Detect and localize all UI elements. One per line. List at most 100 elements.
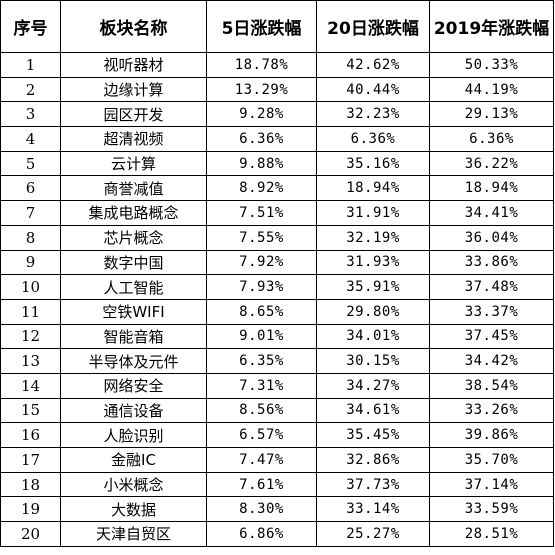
header-row: 序号 板块名称 5日涨跌幅 20日涨跌幅 2019年涨跌幅 xyxy=(0,0,554,53)
header-5day-change: 5日涨跌幅 xyxy=(206,0,317,53)
change-20day: 31.93% xyxy=(316,249,430,276)
change-5day: 7.92% xyxy=(206,249,317,276)
change-20day: 30.15% xyxy=(316,348,430,374)
change-5day: 7.55% xyxy=(206,224,317,251)
sector-name: 人脸识别 xyxy=(60,422,207,448)
row-index: 20 xyxy=(0,521,61,547)
table-body: 1 视听器材 18.78% 42.62% 50.33% 2 边缘计算 13.29% 40.44%… xyxy=(0,52,554,547)
table-row: 3 园区开发 9.28% 32.23% 29.13% xyxy=(0,101,554,128)
table-row: 20 天津自贸区 6.86% 25.27% 28.51% xyxy=(0,521,554,547)
change-20day: 33.14% xyxy=(316,496,430,523)
table-row: 2 边缘计算 13.29% 40.44% 44.19% xyxy=(0,76,554,103)
table-row: 18 小米概念 7.61% 37.73% 37.14% xyxy=(0,471,554,498)
change-20day: 6.36% xyxy=(316,126,430,152)
table-row: 13 半导体及元件 6.35% 30.15% 34.42% xyxy=(0,348,554,374)
change-5day: 9.01% xyxy=(206,323,317,350)
table-row: 1 视听器材 18.78% 42.62% 50.33% xyxy=(0,52,554,78)
change-20day: 35.91% xyxy=(316,274,430,300)
sector-name: 集成电路概念 xyxy=(60,200,207,226)
sector-name: 网络安全 xyxy=(60,372,207,399)
change-2019: 33.59% xyxy=(429,496,554,523)
table-row: 5 云计算 9.88% 35.16% 36.22% xyxy=(0,150,554,177)
sector-name: 金融IC xyxy=(60,447,207,473)
change-2019: 18.94% xyxy=(429,175,554,202)
change-20day: 31.91% xyxy=(316,200,430,226)
change-2019: 36.22% xyxy=(429,150,554,177)
sector-name: 空铁WIFI xyxy=(60,298,207,325)
row-index: 9 xyxy=(0,249,61,276)
header-2019-change: 2019年涨跌幅 xyxy=(429,0,554,53)
change-2019: 33.37% xyxy=(429,298,554,325)
row-index: 12 xyxy=(0,323,61,350)
row-index: 8 xyxy=(0,224,61,251)
change-2019: 38.54% xyxy=(429,372,554,399)
change-2019: 44.19% xyxy=(429,76,554,103)
change-20day: 35.45% xyxy=(316,422,430,448)
row-index: 16 xyxy=(0,422,61,448)
change-5day: 6.36% xyxy=(206,126,317,152)
table-row: 19 大数据 8.30% 33.14% 33.59% xyxy=(0,496,554,523)
change-20day: 42.62% xyxy=(316,52,430,78)
row-index: 11 xyxy=(0,298,61,325)
change-2019: 34.42% xyxy=(429,348,554,374)
row-index: 2 xyxy=(0,76,61,103)
table-row: 10 人工智能 7.93% 35.91% 37.48% xyxy=(0,274,554,300)
change-2019: 34.41% xyxy=(429,200,554,226)
change-20day: 25.27% xyxy=(316,521,430,547)
change-2019: 6.36% xyxy=(429,126,554,152)
table-row: 14 网络安全 7.31% 34.27% 38.54% xyxy=(0,372,554,399)
change-20day: 34.01% xyxy=(316,323,430,350)
sector-name: 数字中国 xyxy=(60,249,207,276)
change-2019: 29.13% xyxy=(429,101,554,128)
change-5day: 18.78% xyxy=(206,52,317,78)
sector-name: 通信设备 xyxy=(60,397,207,424)
table-row: 4 超清视频 6.36% 6.36% 6.36% xyxy=(0,126,554,152)
change-5day: 8.65% xyxy=(206,298,317,325)
row-index: 7 xyxy=(0,200,61,226)
change-5day: 6.57% xyxy=(206,422,317,448)
change-2019: 37.14% xyxy=(429,471,554,498)
change-20day: 29.80% xyxy=(316,298,430,325)
change-20day: 40.44% xyxy=(316,76,430,103)
change-2019: 37.45% xyxy=(429,323,554,350)
change-2019: 50.33% xyxy=(429,52,554,78)
row-index: 4 xyxy=(0,126,61,152)
change-5day: 6.35% xyxy=(206,348,317,374)
header-sector-name: 板块名称 xyxy=(60,0,207,53)
change-2019: 28.51% xyxy=(429,521,554,547)
change-5day: 7.51% xyxy=(206,200,317,226)
row-index: 14 xyxy=(0,372,61,399)
row-index: 15 xyxy=(0,397,61,424)
change-20day: 32.19% xyxy=(316,224,430,251)
change-5day: 7.47% xyxy=(206,447,317,473)
table-row: 12 智能音箱 9.01% 34.01% 37.45% xyxy=(0,323,554,350)
table-row: 15 通信设备 8.56% 34.61% 33.26% xyxy=(0,397,554,424)
table-row: 11 空铁WIFI 8.65% 29.80% 33.37% xyxy=(0,298,554,325)
row-index: 19 xyxy=(0,496,61,523)
change-5day: 8.92% xyxy=(206,175,317,202)
sector-name: 视听器材 xyxy=(60,52,207,78)
sector-name: 小米概念 xyxy=(60,471,207,498)
row-index: 3 xyxy=(0,101,61,128)
sector-name: 人工智能 xyxy=(60,274,207,300)
change-20day: 32.23% xyxy=(316,101,430,128)
change-20day: 34.61% xyxy=(316,397,430,424)
change-2019: 37.48% xyxy=(429,274,554,300)
row-index: 5 xyxy=(0,150,61,177)
change-5day: 9.88% xyxy=(206,150,317,177)
table-row: 8 芯片概念 7.55% 32.19% 36.04% xyxy=(0,224,554,251)
change-20day: 37.73% xyxy=(316,471,430,498)
change-5day: 6.86% xyxy=(206,521,317,547)
change-2019: 39.86% xyxy=(429,422,554,448)
change-5day: 13.29% xyxy=(206,76,317,103)
change-20day: 18.94% xyxy=(316,175,430,202)
sector-name: 大数据 xyxy=(60,496,207,523)
row-index: 6 xyxy=(0,175,61,202)
sector-name: 天津自贸区 xyxy=(60,521,207,547)
change-2019: 33.26% xyxy=(429,397,554,424)
change-5day: 9.28% xyxy=(206,101,317,128)
header-index: 序号 xyxy=(0,0,61,53)
change-20day: 32.86% xyxy=(316,447,430,473)
change-2019: 36.04% xyxy=(429,224,554,251)
